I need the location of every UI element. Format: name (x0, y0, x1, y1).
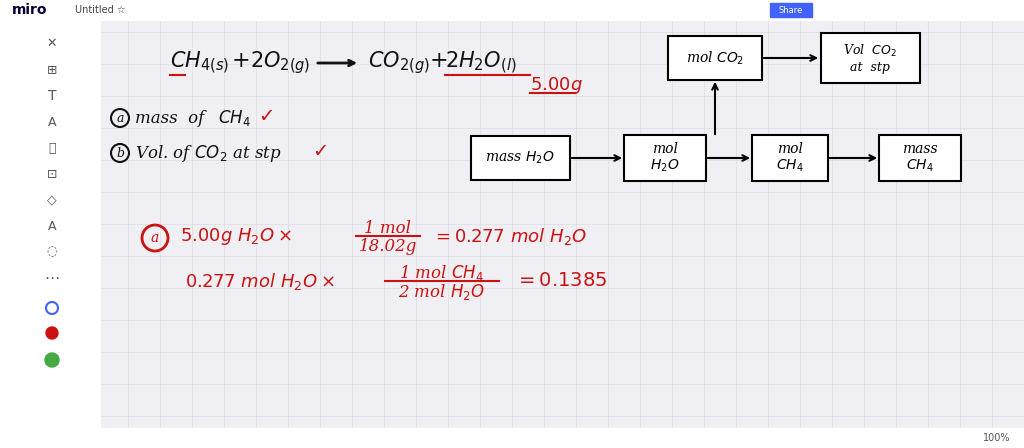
Text: ◌: ◌ (46, 246, 57, 258)
Text: $CH_4$: $CH_4$ (218, 108, 251, 128)
Text: ✓: ✓ (258, 107, 274, 125)
Text: 1 mol $CH_4$: 1 mol $CH_4$ (399, 263, 484, 283)
Text: $2H_2O_{(l)}$: $2H_2O_{(l)}$ (445, 50, 516, 76)
FancyBboxPatch shape (752, 135, 828, 181)
Text: miro: miro (12, 3, 47, 17)
FancyBboxPatch shape (470, 136, 569, 180)
Text: ✕: ✕ (47, 36, 57, 49)
Text: T: T (48, 89, 56, 103)
FancyBboxPatch shape (668, 36, 762, 80)
Text: a: a (151, 231, 159, 245)
Text: ✓: ✓ (312, 142, 329, 160)
Text: 1 mol: 1 mol (365, 220, 412, 237)
Text: ⊡: ⊡ (47, 168, 57, 181)
Circle shape (46, 327, 58, 339)
Text: mol
$H_2O$: mol $H_2O$ (650, 142, 680, 174)
FancyBboxPatch shape (624, 135, 706, 181)
Text: $5.00g$: $5.00g$ (530, 74, 583, 95)
FancyBboxPatch shape (820, 33, 920, 83)
Text: ⌗: ⌗ (48, 142, 55, 155)
Text: ⊞: ⊞ (47, 64, 57, 77)
Text: Vol  $CO_2$
at  stp: Vol $CO_2$ at stp (843, 43, 897, 73)
Bar (0, 0, 1024, 20)
Text: mass  of: mass of (135, 109, 215, 126)
Text: +: + (430, 50, 449, 72)
Text: $0.277\ mol\ H_2O \times$: $0.277\ mol\ H_2O \times$ (185, 271, 335, 292)
Circle shape (45, 353, 59, 367)
Text: Vol. of $CO_2$ at stp: Vol. of $CO_2$ at stp (135, 142, 282, 164)
FancyBboxPatch shape (879, 135, 961, 181)
Text: b: b (116, 146, 124, 159)
Text: 18.02g: 18.02g (358, 237, 417, 254)
Text: +: + (232, 50, 251, 72)
Text: mass
$CH_4$: mass $CH_4$ (902, 142, 938, 174)
Bar (0, 20, 100, 428)
Text: A: A (48, 220, 56, 233)
Text: 2 mol $H_2O$: 2 mol $H_2O$ (398, 282, 485, 302)
Text: $2O_{2(g)}$: $2O_{2(g)}$ (250, 50, 310, 77)
Bar (0, 428, 1024, 448)
Text: Untitled ☆: Untitled ☆ (75, 5, 126, 15)
Text: ⋯: ⋯ (44, 271, 59, 285)
Text: $= 0.277\ mol\ H_2O$: $= 0.277\ mol\ H_2O$ (432, 225, 587, 246)
Text: $= 0.1385$: $= 0.1385$ (515, 272, 607, 290)
Bar (770, 3, 812, 17)
Text: mol $CO_2$: mol $CO_2$ (686, 49, 744, 67)
Text: $5.00g\ H_2O \times$: $5.00g\ H_2O \times$ (180, 225, 292, 246)
Text: ◇: ◇ (47, 194, 56, 207)
Text: 100%: 100% (982, 433, 1010, 443)
Text: mass $H_2O$: mass $H_2O$ (485, 150, 555, 166)
Text: Share: Share (779, 5, 803, 14)
Text: mol
$CH_4$: mol $CH_4$ (776, 142, 804, 174)
Text: a: a (117, 112, 124, 125)
Text: A: A (48, 116, 56, 129)
Text: $CO_{2(g)}$: $CO_{2(g)}$ (368, 50, 430, 77)
Text: $CH_{4(s)}$: $CH_{4(s)}$ (170, 50, 229, 76)
